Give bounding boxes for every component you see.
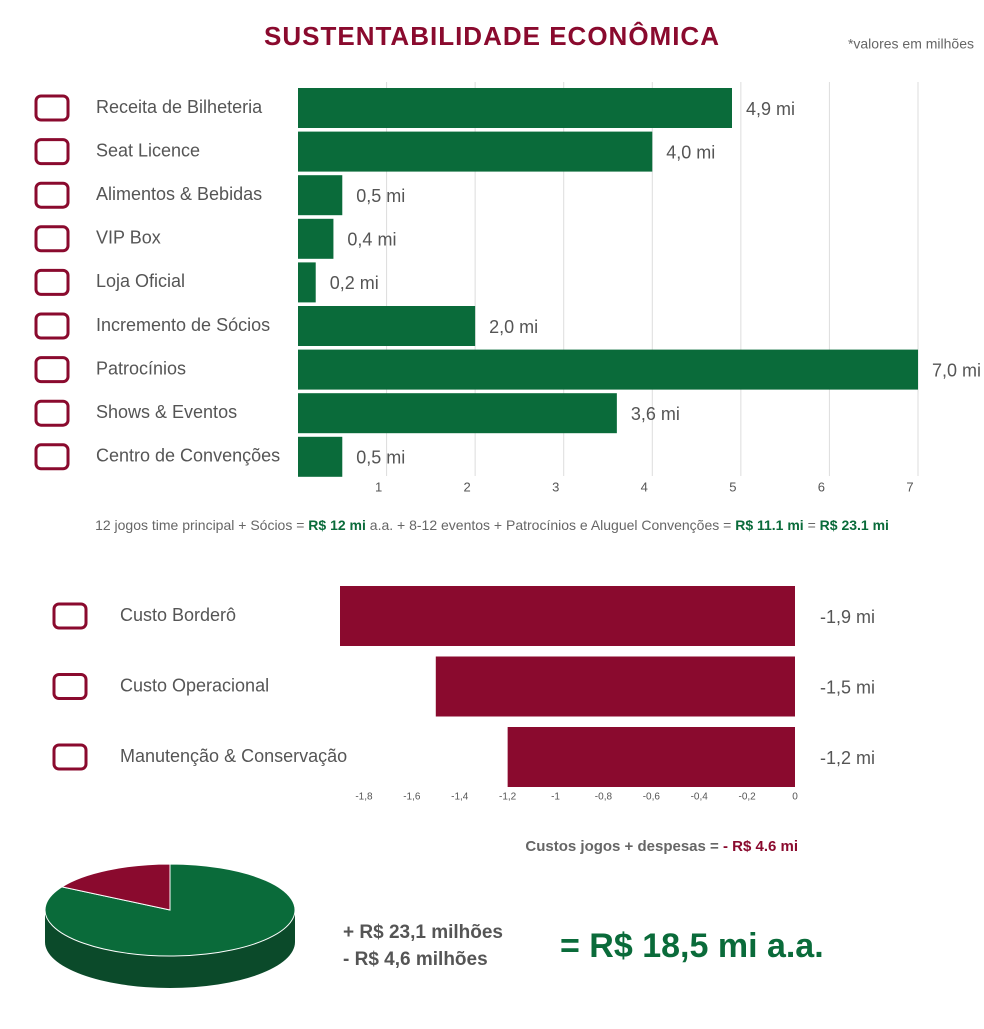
category-label: Manutenção & Conservação: [120, 746, 347, 766]
category-label: Receita de Bilheteria: [96, 97, 263, 117]
category-icon: [34, 181, 70, 209]
value-label: -1,2 mi: [820, 748, 875, 768]
summary-part: R$ 23.1 mi: [820, 517, 889, 533]
category-label: Incremento de Sócios: [96, 315, 270, 335]
summary-part: 12 jogos time principal + Sócios =: [95, 517, 308, 533]
category-label: Shows & Eventos: [96, 402, 237, 422]
x-tick-label: -0,8: [595, 792, 613, 803]
value-label: 2,0 mi: [489, 317, 538, 337]
pie-slice: [60, 863, 171, 911]
x-tick-label: -1,2: [499, 792, 517, 803]
pie-label: - R$ 4,6 milhões: [343, 949, 488, 970]
value-label: 4,0 mi: [666, 142, 715, 162]
category-label: Loja Oficial: [96, 271, 185, 291]
category-icon: [34, 138, 70, 166]
pie-label: + R$ 23,1 milhões: [343, 922, 503, 943]
x-tick-label: 2: [464, 479, 471, 494]
category-icon: [52, 673, 88, 700]
category-icon: [52, 743, 88, 771]
pie-side: [45, 910, 295, 988]
category-icon: [34, 356, 70, 384]
x-tick-label: 1: [375, 479, 382, 494]
pie-slice: [44, 863, 296, 957]
bar: [298, 262, 316, 303]
summary-part: R$ 11.1 mi: [735, 517, 804, 533]
x-tick-label: -1,4: [451, 792, 469, 803]
value-label: 7,0 mi: [932, 360, 981, 380]
value-label: 0,5 mi: [356, 186, 405, 206]
category-icon: [34, 399, 70, 427]
x-tick-label: 4: [641, 479, 648, 494]
value-label: -1,9 mi: [820, 607, 875, 627]
x-tick-label: -1: [551, 792, 560, 803]
summary-part: R$ 12 mi: [308, 517, 366, 533]
category-label: VIP Box: [96, 228, 161, 248]
bar: [298, 131, 653, 172]
bar: [298, 175, 343, 216]
value-label: 0,2 mi: [330, 273, 379, 293]
bar: [298, 393, 617, 434]
category-icon: [34, 225, 70, 253]
costs-part: Custos jogos + despesas =: [525, 838, 723, 855]
category-icon: [34, 443, 70, 471]
title: SUSTENTABILIDADE ECONÔMICA: [264, 21, 720, 51]
category-label: Patrocínios: [96, 358, 186, 378]
note: *valores em milhões: [848, 36, 974, 52]
x-tick-label: 5: [729, 479, 736, 494]
category-icon: [34, 268, 70, 296]
category-icon: [34, 312, 70, 340]
category-label: Centro de Convenções: [96, 446, 280, 466]
category-label: Custo Operacional: [120, 675, 269, 695]
bar: [298, 436, 343, 477]
bar: [298, 218, 334, 259]
x-tick-label: -0,2: [738, 792, 756, 803]
category-icon: [52, 602, 88, 630]
x-tick-label: -1,6: [403, 792, 421, 803]
x-tick-label: 3: [552, 479, 559, 494]
value-label: 0,5 mi: [356, 448, 405, 468]
value-label: 3,6 mi: [631, 404, 680, 424]
bar: [298, 306, 476, 346]
category-icon: [34, 94, 70, 122]
bar: [507, 727, 795, 787]
summary-part: =: [804, 517, 820, 533]
x-tick-label: -0,6: [643, 792, 661, 803]
value-label: 0,4 mi: [347, 230, 396, 250]
bar: [435, 656, 795, 717]
summary-part: a.a. + 8-12 eventos + Patrocínios e Alug…: [366, 517, 735, 533]
x-tick-label: 6: [818, 479, 825, 494]
summary: 12 jogos time principal + Sócios = R$ 12…: [95, 517, 889, 533]
x-tick-label: 7: [906, 479, 913, 494]
category-label: Seat Licence: [96, 140, 200, 160]
value-label: -1,5 mi: [820, 677, 875, 697]
value-label: 4,9 mi: [746, 99, 795, 119]
bar: [298, 88, 732, 128]
x-tick-label: -1,8: [355, 792, 373, 803]
x-tick-label: -0,4: [691, 792, 709, 803]
bar: [340, 586, 795, 646]
costs-total: Custos jogos + despesas = - R$ 4.6 mi: [525, 838, 798, 855]
x-tick-label: 0: [792, 792, 798, 803]
costs-part: - R$ 4.6 mi: [723, 838, 798, 855]
category-label: Alimentos & Bebidas: [96, 184, 262, 204]
category-label: Custo Borderô: [120, 605, 236, 625]
bar: [298, 349, 918, 390]
result: = R$ 18,5 mi a.a.: [560, 927, 824, 965]
